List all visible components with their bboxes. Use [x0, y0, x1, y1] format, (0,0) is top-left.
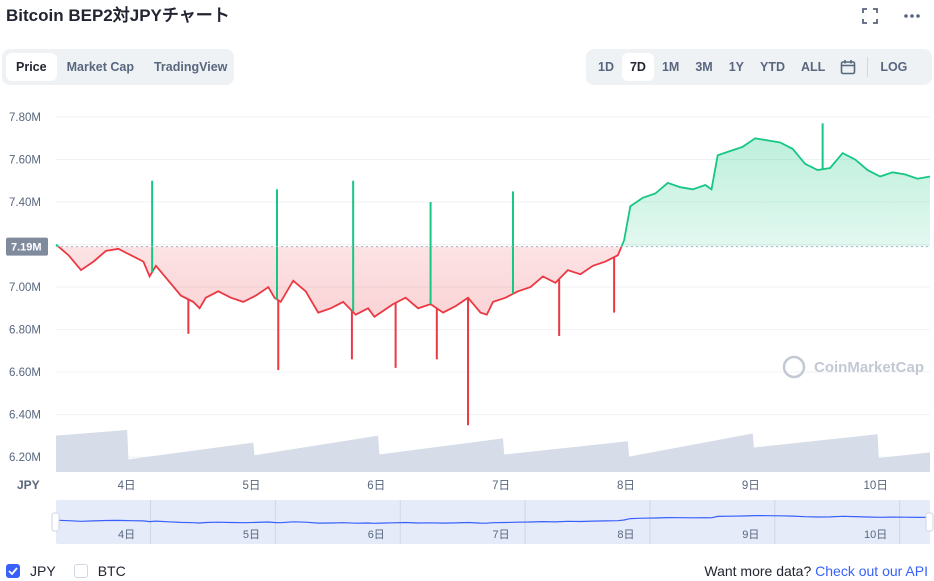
- y-tick-label: 7.00M: [9, 282, 41, 294]
- navigator-window[interactable]: [56, 500, 930, 544]
- divider: [867, 57, 869, 77]
- range-all[interactable]: ALL: [801, 60, 826, 74]
- range-ytd[interactable]: YTD: [760, 60, 786, 74]
- page-title: Bitcoin BEP2対JPYチャート: [6, 6, 230, 25]
- x-tick-label: 8日: [617, 480, 635, 492]
- x-tick-label: 6日: [367, 480, 385, 492]
- expand-icon[interactable]: [860, 6, 880, 26]
- chart-footer: JPY BTC Want more data? Check out our AP…: [6, 561, 928, 581]
- x-tick-label: 4日: [118, 480, 136, 492]
- navigator-tick-label: 6日: [368, 529, 385, 541]
- range-3m[interactable]: 3M: [695, 60, 713, 74]
- price-line-up: [55, 137, 931, 247]
- currency-label: BTC: [97, 563, 126, 579]
- x-tick-label: 10日: [864, 480, 888, 492]
- x-tick-label: 9日: [742, 480, 760, 492]
- navigator-tick-label: 9日: [742, 529, 759, 541]
- y-tick-label: 6.80M: [9, 325, 41, 337]
- currency-label: JPY: [30, 563, 56, 579]
- log-scale-button[interactable]: LOG: [880, 60, 908, 74]
- price-line-down: [57, 246, 623, 319]
- navigator-left-handle[interactable]: [51, 512, 60, 532]
- more-icon[interactable]: [902, 6, 922, 26]
- api-promo: Want more data? Check out our API: [704, 563, 928, 579]
- checkbox-checked-icon[interactable]: [6, 564, 20, 578]
- currency-toggle-jpy[interactable]: JPY: [6, 563, 56, 579]
- baseline-label: 7.19M: [11, 242, 42, 254]
- navigator-tick-label: 4日: [118, 529, 135, 541]
- navigator-right-handle[interactable]: [925, 512, 934, 532]
- baseline-label-bg: [6, 237, 48, 256]
- x-tick-label: 7日: [492, 480, 510, 492]
- range-1y[interactable]: 1Y: [728, 60, 745, 74]
- price-area-up: [56, 138, 930, 247]
- calendar-icon[interactable]: [833, 59, 863, 75]
- navigator-line: [55, 514, 931, 524]
- time-range-tabs: 1D 7D 1M 3M 1Y YTD ALL LOG: [586, 49, 932, 85]
- y-tick-label: 6.60M: [9, 367, 41, 379]
- tab-tradingview[interactable]: TradingView: [153, 60, 228, 74]
- header-actions: [860, 6, 922, 26]
- x-tick-label: 5日: [242, 480, 260, 492]
- y-tick-label: 6.40M: [9, 410, 41, 422]
- tab-price[interactable]: Price: [6, 53, 57, 81]
- navigator-tick-label: 5日: [243, 529, 260, 541]
- volume-area: [56, 430, 930, 472]
- price-area-down: [58, 246, 622, 317]
- coinmarketcap-logo-icon: [782, 355, 806, 379]
- currency-toggle-btc[interactable]: BTC: [73, 563, 126, 579]
- x-axis-currency-label: JPY: [17, 478, 40, 492]
- y-tick-label: 6.20M: [9, 452, 41, 464]
- range-1d[interactable]: 1D: [598, 60, 614, 74]
- range-7d[interactable]: 7D: [621, 53, 654, 81]
- tab-market-cap[interactable]: Market Cap: [66, 60, 134, 74]
- navigator-tick-label: 8日: [617, 529, 634, 541]
- watermark-text: CoinMarketCap: [814, 359, 924, 376]
- y-tick-label: 7.40M: [9, 197, 41, 209]
- range-1m[interactable]: 1M: [661, 60, 680, 74]
- checkbox-unchecked-icon[interactable]: [73, 564, 88, 578]
- chart-type-tabs: Price Market Cap TradingView: [2, 49, 234, 85]
- api-promo-text: Want more data?: [704, 563, 812, 579]
- navigator-tick-label: 7日: [493, 529, 510, 541]
- navigator-tick-label: 10日: [864, 529, 887, 541]
- y-tick-label: 7.60M: [9, 155, 41, 167]
- price-chart[interactable]: 7.80M7.60M7.40M7.20M7.00M6.80M6.60M6.40M…: [0, 92, 934, 558]
- y-tick-label: 7.80M: [9, 112, 41, 124]
- api-link[interactable]: Check out our API: [815, 563, 928, 579]
